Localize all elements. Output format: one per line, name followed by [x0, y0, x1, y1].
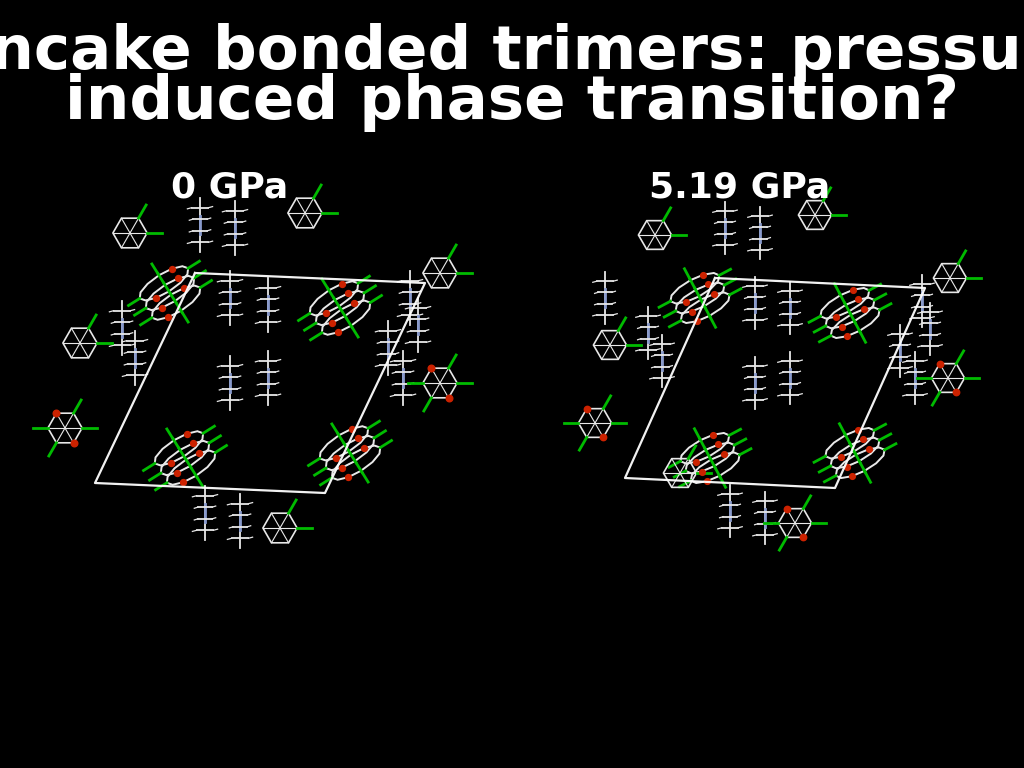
Text: Pancake bonded trimers: pressure-: Pancake bonded trimers: pressure- — [0, 24, 1024, 82]
Text: 5.19 GPa: 5.19 GPa — [649, 171, 830, 205]
Text: induced phase transition?: induced phase transition? — [65, 74, 959, 133]
Text: 0 GPa: 0 GPa — [171, 171, 289, 205]
